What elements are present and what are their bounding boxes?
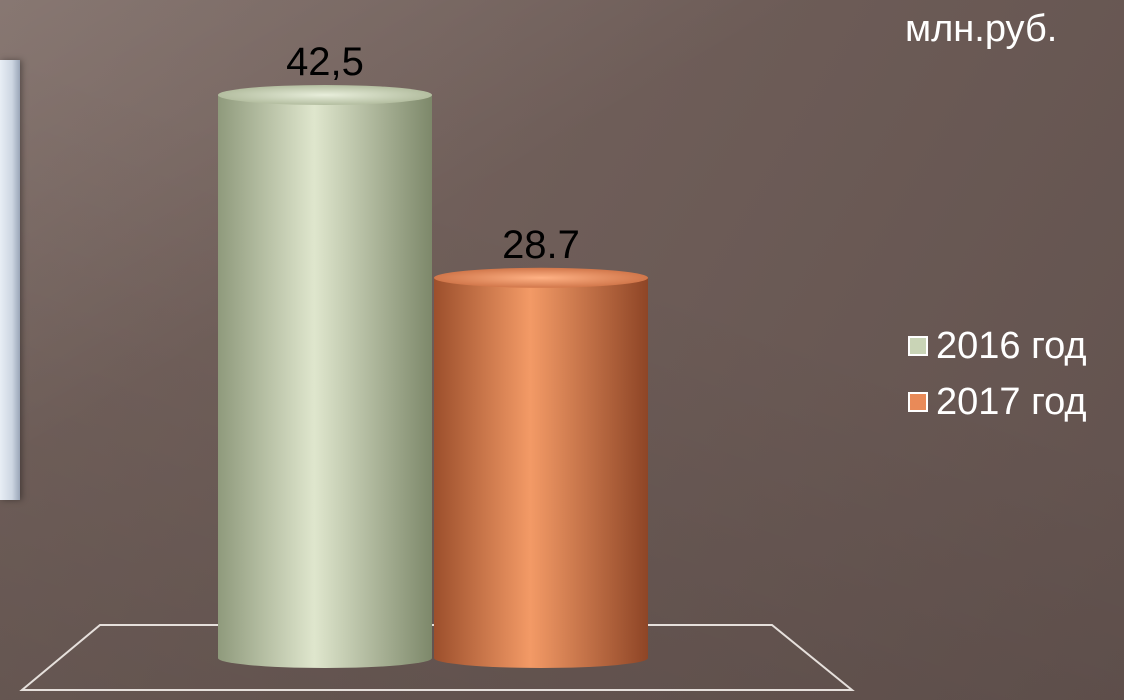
bars-group <box>218 85 648 668</box>
legend-item-2016: 2016 год <box>908 318 1087 374</box>
bar-top-2017 <box>434 268 648 288</box>
bar-top-2016 <box>218 85 432 105</box>
data-label-2016: 42,5 <box>286 40 364 84</box>
legend-item-2017: 2017 год <box>908 374 1087 430</box>
legend-swatch-2017 <box>908 392 928 412</box>
legend-swatch-2016 <box>908 336 928 356</box>
bar-2016 <box>218 95 432 668</box>
legend-label-2017: 2017 год <box>936 381 1087 424</box>
data-label-2017: 28.7 <box>502 223 580 267</box>
legend-label-2016: 2016 год <box>936 325 1087 368</box>
legend: 2016 год 2017 год <box>908 318 1087 430</box>
bar-2017 <box>434 278 648 668</box>
